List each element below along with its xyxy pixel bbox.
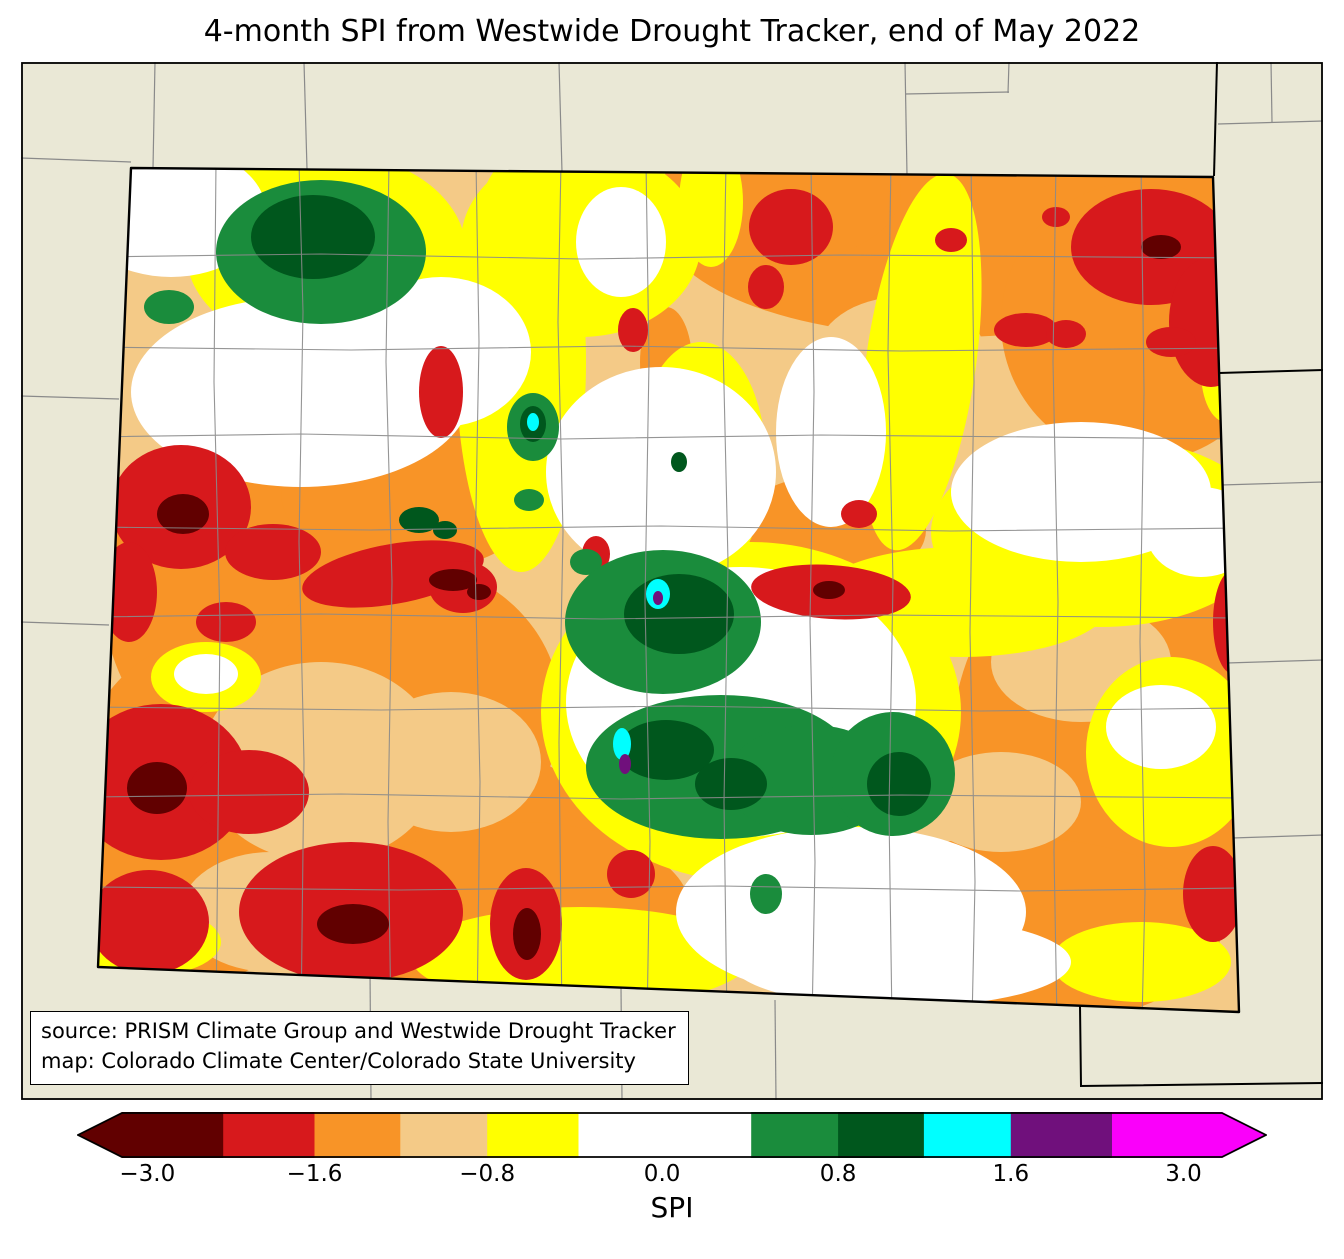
colorbar-gradient — [77, 1112, 1267, 1158]
colorbar-segment — [122, 1112, 224, 1158]
colorbar-segment — [838, 1112, 925, 1158]
colorbar-outline — [77, 1112, 1267, 1158]
colorbar-left-arrow — [77, 1112, 122, 1158]
colorbar-tick-labels: −3.0 −1.6 −0.8 0.0 0.8 1.6 3.0 — [77, 1158, 1267, 1190]
map-credit-line: map: Colorado Climate Center/Colorado St… — [41, 1049, 636, 1074]
colorbar-tick-label: −3.0 — [119, 1161, 176, 1187]
map-frame — [21, 62, 1323, 1100]
colorbar-segment — [1010, 1112, 1113, 1158]
figure-title: 4-month SPI from Westwide Drought Tracke… — [203, 14, 1141, 49]
colorbar-segment — [487, 1112, 579, 1158]
colorbar-axis-label: SPI — [650, 1191, 694, 1224]
colorbar-tick-label: 3.0 — [1165, 1161, 1202, 1187]
colorbar-segment — [400, 1112, 488, 1158]
colorbar-segment — [751, 1112, 839, 1158]
colorbar-tick-label: −1.6 — [286, 1161, 343, 1187]
colorbar-tick-label: 0.8 — [819, 1161, 857, 1187]
colorado-spi-map — [21, 62, 1323, 1100]
colorbar-tick-label: 0.0 — [643, 1161, 681, 1187]
source-line: source: PRISM Climate Group and Westwide… — [41, 1019, 676, 1044]
colorbar-right-arrow — [1222, 1112, 1267, 1158]
spi-wet-extreme-spots — [527, 413, 670, 774]
colorado-state-border — [96, 166, 1241, 1014]
colorbar-segment — [1112, 1112, 1223, 1158]
colorado-county-lines — [98, 168, 1239, 1012]
colorbar-segment — [923, 1112, 1012, 1158]
colorbar-segment — [314, 1112, 401, 1158]
colorbar-segment — [223, 1112, 315, 1158]
source-attribution-box: source: PRISM Climate Group and Westwide… — [30, 1011, 689, 1085]
colorbar: −3.0 −1.6 −0.8 0.0 0.8 1.6 3.0 SPI — [77, 1112, 1267, 1224]
spi-maroon-cores — [127, 235, 1181, 960]
neighbor-state-borders — [1079, 62, 1323, 1088]
colorbar-tick-label: 1.6 — [992, 1161, 1030, 1187]
colorbar-segment — [578, 1112, 752, 1158]
colorbar-tick-label: −0.8 — [459, 1161, 516, 1187]
map-canvas: source: PRISM Climate Group and Westwide… — [21, 62, 1323, 1100]
spi-field — [98, 168, 1239, 1012]
